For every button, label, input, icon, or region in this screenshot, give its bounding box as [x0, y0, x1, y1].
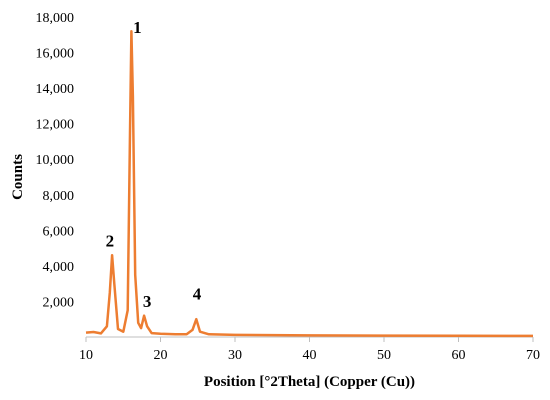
- y-tick-label: 8,000: [43, 189, 75, 204]
- peak-label: 1: [133, 18, 142, 37]
- y-axis-title: Counts: [10, 154, 26, 200]
- y-tick-label: 12,000: [36, 118, 75, 133]
- peak-label: 4: [193, 285, 202, 304]
- diffraction-line: [85, 29, 534, 338]
- x-tick-label: 70: [526, 348, 540, 363]
- x-tick-label: 10: [79, 348, 93, 363]
- peak-labels: 1 2 3 4: [106, 18, 202, 311]
- peak-label: 2: [106, 231, 115, 250]
- x-axis-ticks: 10 20 30 40 50 60 70: [79, 337, 540, 363]
- y-tick-label: 4,000: [43, 260, 75, 275]
- peak-label: 3: [143, 292, 152, 311]
- y-axis-ticks: 2,000 4,000 6,000 8,000 10,000 12,000 14,000 16…: [36, 11, 75, 310]
- x-tick-label: 60: [452, 348, 466, 363]
- x-tick-label: 40: [303, 348, 317, 363]
- x-tick-label: 30: [228, 348, 242, 363]
- y-tick-label: 18,000: [36, 11, 75, 26]
- y-tick-label: 10,000: [36, 153, 75, 168]
- x-axis-title: Position [°2Theta] (Copper (Cu)): [204, 374, 415, 390]
- y-tick-label: 14,000: [36, 82, 75, 97]
- x-tick-label: 50: [377, 348, 391, 363]
- x-tick-label: 20: [154, 348, 168, 363]
- y-tick-label: 2,000: [43, 295, 75, 310]
- y-tick-label: 16,000: [36, 47, 75, 62]
- y-tick-label: 6,000: [43, 224, 75, 239]
